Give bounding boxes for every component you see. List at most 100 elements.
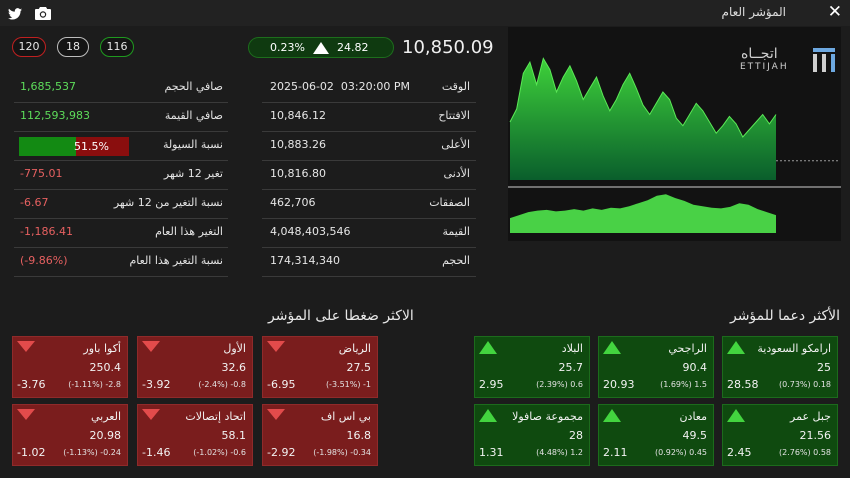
- liquidity-value: 51.5%: [74, 140, 109, 153]
- support-stock-card[interactable]: مجموعة صافولا 28 (4.48%) 1.2 1.31: [474, 404, 590, 466]
- twitter-icon[interactable]: [8, 5, 22, 24]
- index-impact: 2.11: [603, 446, 628, 459]
- liquidity-bar: 51.5%: [19, 137, 129, 156]
- index-value: 10,850.09: [402, 37, 494, 58]
- stat-label: نسبة التغير من 12 شهر: [113, 196, 223, 209]
- intraday-chart: [508, 27, 841, 241]
- up-arrow-icon: [603, 341, 621, 354]
- liquidity-bar-fill: [19, 137, 76, 156]
- row-divider: [262, 160, 476, 161]
- logo-mark-icon: [813, 48, 835, 72]
- stock-price: 16.8: [346, 429, 372, 442]
- stock-price: 25: [817, 361, 831, 374]
- unchanged-count-badge: 18: [57, 37, 89, 57]
- up-arrow-icon: [727, 409, 745, 422]
- stock-change: (4.48%) 1.2: [536, 448, 583, 457]
- stock-change: (0.73%) 0.18: [778, 380, 831, 389]
- stat-label: تغير 12 شهر: [163, 167, 223, 180]
- stat-value: 10,883.26: [270, 138, 326, 151]
- stat-value: 174,314,340: [270, 254, 340, 267]
- stat-value: 10,816.80: [270, 167, 326, 180]
- pressure-stock-card[interactable]: أكوا باور 250.4 (-1.11%) -2.8 -3.76: [12, 336, 128, 398]
- stat-label: القيمة: [442, 225, 470, 238]
- unchanged-count: 18: [66, 40, 80, 53]
- stock-change: (-1.02%) -0.6: [193, 448, 246, 457]
- stat-label: الافتتاح: [438, 109, 470, 122]
- stock-name: العربي: [90, 410, 121, 423]
- pressure-section-title: الاكثر ضغطا على المؤشر: [268, 308, 414, 324]
- stock-price: 49.5: [682, 429, 708, 442]
- row-divider: [14, 160, 228, 161]
- row-divider: [262, 102, 476, 103]
- index-impact: -1.02: [17, 446, 46, 459]
- support-stock-card[interactable]: معادن 49.5 (0.92%) 0.45 2.11: [598, 404, 714, 466]
- up-arrow-icon: [727, 341, 745, 354]
- stat-label: صافي الحجم: [164, 80, 223, 93]
- change-percent: 0.23%: [270, 41, 305, 54]
- down-arrow-icon: [142, 409, 160, 420]
- support-stock-card[interactable]: الراجحي 90.4 (1.69%) 1.5 20.93: [598, 336, 714, 398]
- row-divider: [262, 218, 476, 219]
- support-stock-card[interactable]: ارامكو السعودية 25 (0.73%) 0.18 28.58: [722, 336, 838, 398]
- down-arrow-icon: [267, 409, 285, 420]
- close-icon[interactable]: ✕: [827, 2, 842, 22]
- pressure-stock-card[interactable]: الرياض 27.5 (-3.51%) -1 -6.95: [262, 336, 378, 398]
- stat-value: 112,593,983: [20, 109, 90, 122]
- index-impact: 20.93: [603, 378, 635, 391]
- logo-latin: ETTIJAH: [740, 62, 789, 72]
- row-divider: [262, 276, 476, 277]
- support-stock-card[interactable]: البلاد 25.7 (2.39%) 0.6 2.95: [474, 336, 590, 398]
- down-arrow-icon: [17, 409, 35, 420]
- stock-name: معادن: [679, 410, 707, 423]
- stock-name: ارامكو السعودية: [757, 342, 831, 355]
- stat-label: الأدنى: [443, 167, 470, 180]
- pressure-stock-card[interactable]: بي اس اف 16.8 (-1.98%) -0.34 -2.92: [262, 404, 378, 466]
- stock-name: الراجحي: [668, 342, 707, 355]
- support-stock-card[interactable]: جبل عمر 21.56 (2.76%) 0.58 2.45: [722, 404, 838, 466]
- stat-value: 2025-06-02 03:20:00 PM: [270, 80, 410, 93]
- row-divider: [14, 218, 228, 219]
- stat-label: صافي القيمة: [164, 109, 223, 122]
- stat-label: الصفقات: [429, 196, 470, 209]
- stock-price: 32.6: [221, 361, 247, 374]
- stock-price: 21.56: [799, 429, 832, 442]
- change-points: 24.82: [337, 41, 369, 54]
- stock-name: الرياض: [338, 342, 371, 355]
- intraday-chart-svg: [508, 57, 841, 233]
- support-section-title: الأكثر دعما للمؤشر: [729, 308, 840, 324]
- stock-change: (2.76%) 0.58: [778, 448, 831, 457]
- camera-icon[interactable]: [35, 5, 51, 24]
- stat-label: الأعلى: [441, 138, 470, 151]
- ettijah-logo: اتجــاه ETTIJAH: [735, 46, 835, 76]
- stock-change: (0.92%) 0.45: [654, 448, 707, 457]
- index-impact: 1.31: [479, 446, 504, 459]
- stock-name: جبل عمر: [790, 410, 831, 423]
- up-arrow-icon: [479, 409, 497, 422]
- stock-price: 20.98: [89, 429, 122, 442]
- advancing-count: 116: [106, 40, 128, 53]
- title-bar: المؤشر العام ✕: [0, 0, 850, 26]
- row-divider: [262, 247, 476, 248]
- stock-change: (-3.51%) -1: [325, 380, 371, 389]
- index-change-box: 0.23% 24.82: [248, 37, 394, 58]
- pressure-stock-card[interactable]: العربي 20.98 (-1.13%) -0.24 -1.02: [12, 404, 128, 466]
- row-divider: [14, 102, 228, 103]
- stock-name: أكوا باور: [83, 342, 121, 355]
- row-divider: [14, 189, 228, 190]
- stock-name: البلاد: [561, 342, 583, 355]
- stat-label: الحجم: [442, 254, 470, 267]
- stock-change: (-1.98%) -0.34: [313, 448, 371, 457]
- price-line: [509, 57, 777, 138]
- stock-change: (-1.13%) -0.24: [63, 448, 121, 457]
- stat-value: 462,706: [270, 196, 316, 209]
- index-impact: 28.58: [727, 378, 759, 391]
- declining-count: 120: [18, 40, 40, 53]
- pressure-stock-card[interactable]: الأول 32.6 (-2.4%) -0.8 -3.92: [137, 336, 253, 398]
- stock-name: الأول: [223, 342, 246, 355]
- index-impact: -2.92: [267, 446, 296, 459]
- stat-value: 1,685,537: [20, 80, 76, 93]
- stock-change: (2.39%) 0.6: [536, 380, 583, 389]
- stock-name: بي اس اف: [320, 410, 371, 423]
- pressure-stock-card[interactable]: اتحاد إتصالات 58.1 (-1.02%) -0.6 -1.46: [137, 404, 253, 466]
- up-arrow-icon: [479, 341, 497, 354]
